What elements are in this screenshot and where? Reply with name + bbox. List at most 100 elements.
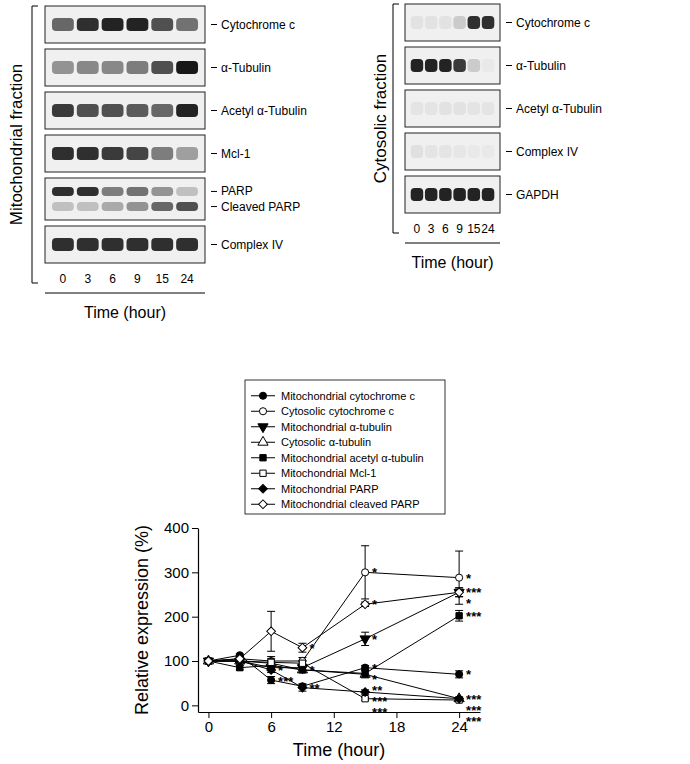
tick: 400 (164, 519, 198, 536)
data-point (205, 657, 212, 664)
blot-band (176, 187, 198, 196)
label-dash (506, 22, 512, 23)
lane-underline (45, 293, 205, 294)
lane-label: 0 (60, 272, 67, 286)
tick-label: 0 (205, 718, 213, 735)
blot-row: Acetyl α-Tubulin (405, 90, 602, 127)
blot-band (439, 145, 452, 158)
band-label: Cytochrome c (516, 16, 590, 30)
blot-band (176, 202, 198, 211)
tick-mark (192, 661, 198, 662)
chart: 061218240100200300400Time (hour)Relative… (132, 380, 482, 760)
blot-band (468, 188, 481, 201)
significance: *** (466, 703, 482, 718)
error-bar (455, 610, 463, 621)
error-bar (361, 670, 369, 677)
legend-marker (258, 436, 268, 445)
blot-band (151, 238, 173, 251)
data-point (267, 666, 276, 675)
blot-band (425, 102, 438, 115)
blot-band (151, 61, 173, 74)
band-label: Mcl-1 (221, 147, 251, 161)
label-dash (211, 153, 217, 154)
data-point (267, 627, 276, 636)
tick-label: 6 (267, 718, 275, 735)
legend-box (245, 380, 445, 514)
data-point (455, 694, 464, 703)
lane-title: Time (hour) (84, 304, 166, 321)
tick: 300 (164, 564, 198, 581)
label-dash (211, 67, 217, 68)
blot-band (425, 16, 438, 29)
label-dash (506, 108, 512, 109)
tick-label: 300 (164, 564, 189, 581)
blot-band (52, 61, 74, 74)
blot-band (52, 104, 74, 117)
blot-band (77, 18, 99, 31)
blot-band (77, 61, 99, 74)
blot-band (176, 104, 198, 117)
data-point (362, 670, 368, 676)
data-point (204, 657, 213, 666)
blot-frame (45, 178, 205, 220)
blot-band (77, 202, 99, 211)
legend-label: Cytosolic α-tubulin (281, 436, 371, 448)
tick: 100 (164, 652, 198, 669)
error-bar (298, 667, 306, 672)
figure: Cytochrome cα-TubulinAcetyl α-TubulinMcl… (0, 0, 690, 764)
data-point (456, 574, 463, 581)
lane-label: 9 (134, 272, 141, 286)
data-point (205, 657, 212, 664)
blot-panel: Cytochrome cα-TubulinAcetyl α-TubulinMcl… (7, 6, 307, 321)
blot-band (176, 18, 198, 31)
error-bar (298, 643, 306, 652)
error-bar (455, 551, 463, 604)
blot-band (453, 188, 466, 201)
blot-band (176, 61, 198, 74)
data-point (361, 688, 370, 697)
significance: * (309, 641, 315, 656)
blot-band (482, 59, 495, 72)
blot-title: Mitochondrial fraction (7, 64, 26, 226)
lane-label: 3 (84, 272, 91, 286)
label-dash (211, 206, 217, 207)
blot-band (453, 102, 466, 115)
series-line (208, 661, 459, 699)
tick: 6 (267, 712, 275, 735)
series-line (208, 572, 459, 661)
lane-label: 9 (456, 222, 463, 236)
series-line (208, 616, 459, 674)
series-line (208, 592, 459, 667)
blot-band (52, 187, 74, 196)
series-line (208, 592, 459, 661)
error-bar (298, 684, 306, 691)
blot-band (468, 102, 481, 115)
legend-marker (259, 408, 266, 415)
tick: 200 (164, 608, 198, 625)
blot-band (439, 102, 452, 115)
data-point (361, 600, 370, 609)
data-point (268, 677, 275, 684)
band-label: GAPDH (516, 188, 559, 202)
x-axis-title: Time (hour) (293, 740, 385, 760)
data-point (456, 613, 462, 619)
band-label: Complex IV (221, 238, 283, 252)
axis-line (198, 529, 199, 713)
x-axis: 06121824 (199, 712, 481, 735)
data-point (360, 668, 370, 677)
data-point (204, 657, 213, 666)
blot-band (102, 104, 124, 117)
tick: 0 (205, 712, 213, 735)
lane-label: 24 (481, 222, 495, 236)
blot-band (468, 59, 481, 72)
lane-title: Time (hour) (411, 254, 493, 271)
significance: ** (309, 681, 320, 696)
blot-frame (405, 133, 500, 170)
label-dash (211, 110, 217, 111)
band-label: Cleaved PARP (221, 200, 300, 214)
data-point (298, 643, 307, 652)
significance: * (466, 596, 472, 611)
band-label: Acetyl α-Tubulin (516, 102, 602, 116)
error-bar (455, 588, 463, 597)
blot-band (126, 104, 148, 117)
